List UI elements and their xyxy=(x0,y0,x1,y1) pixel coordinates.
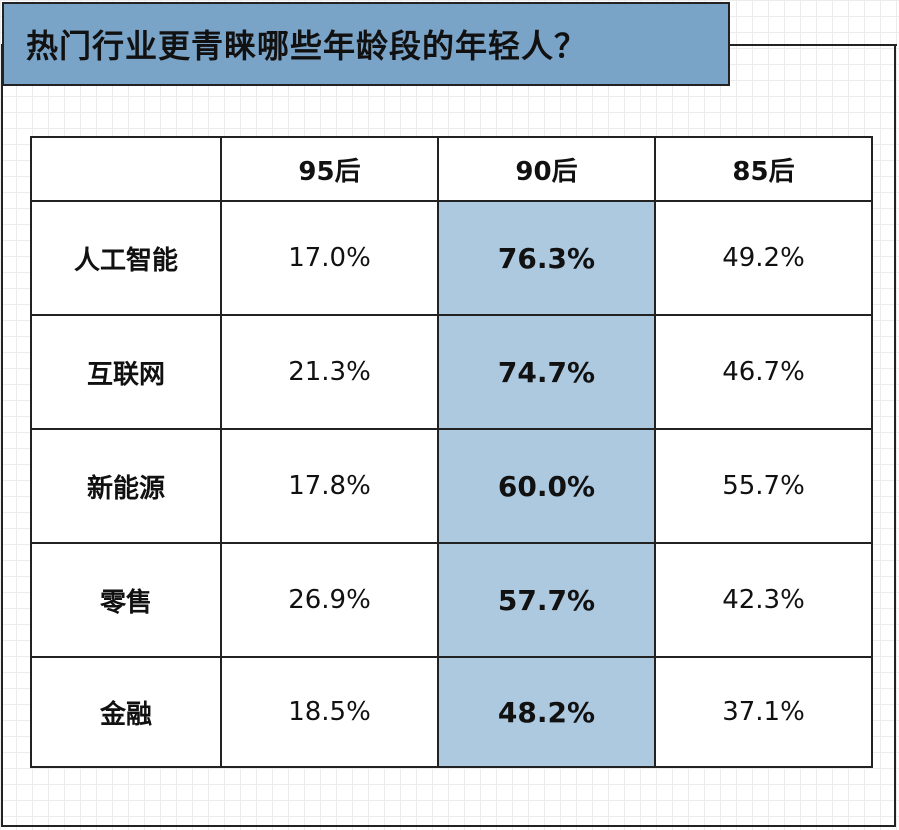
row-label: 金融 xyxy=(30,656,222,768)
column-header: 85后 xyxy=(654,136,873,202)
table-cell: 42.3% xyxy=(654,542,873,658)
frame-top-line xyxy=(730,44,897,46)
table-cell: 49.2% xyxy=(654,200,873,316)
table-cell: 18.5% xyxy=(220,656,439,768)
row-label: 新能源 xyxy=(30,428,222,544)
table-cell: 17.8% xyxy=(220,428,439,544)
table-cell: 17.0% xyxy=(220,200,439,316)
chart-frame xyxy=(1,44,896,827)
table-cell-highlight: 76.3% xyxy=(437,200,656,316)
table-cell: 46.7% xyxy=(654,314,873,430)
column-header: 95后 xyxy=(220,136,439,202)
title-banner: 热门行业更青睐哪些年龄段的年轻人？ xyxy=(2,2,730,86)
table-cell: 21.3% xyxy=(220,314,439,430)
table-cell: 55.7% xyxy=(654,428,873,544)
row-label: 零售 xyxy=(30,542,222,658)
table-row: 金融 18.5% 48.2% 37.1% xyxy=(30,656,873,768)
table-row: 零售 26.9% 57.7% 42.3% xyxy=(30,542,873,658)
table-row: 人工智能 17.0% 76.3% 49.2% xyxy=(30,200,873,316)
table-cell-highlight: 48.2% xyxy=(437,656,656,768)
corner-cell xyxy=(30,136,222,202)
table-cell-highlight: 57.7% xyxy=(437,542,656,658)
table-cell-highlight: 60.0% xyxy=(437,428,656,544)
table-cell-highlight: 74.7% xyxy=(437,314,656,430)
row-label: 人工智能 xyxy=(30,200,222,316)
column-header: 90后 xyxy=(437,136,656,202)
data-table: 95后 90后 85后 人工智能 17.0% 76.3% 49.2% 互联网 2… xyxy=(30,136,873,768)
row-label: 互联网 xyxy=(30,314,222,430)
header-row: 95后 90后 85后 xyxy=(30,136,873,202)
table-cell: 26.9% xyxy=(220,542,439,658)
chart-title: 热门行业更青睐哪些年龄段的年轻人？ xyxy=(26,27,588,65)
table-row: 互联网 21.3% 74.7% 46.7% xyxy=(30,314,873,430)
table-cell: 37.1% xyxy=(654,656,873,768)
table-row: 新能源 17.8% 60.0% 55.7% xyxy=(30,428,873,544)
